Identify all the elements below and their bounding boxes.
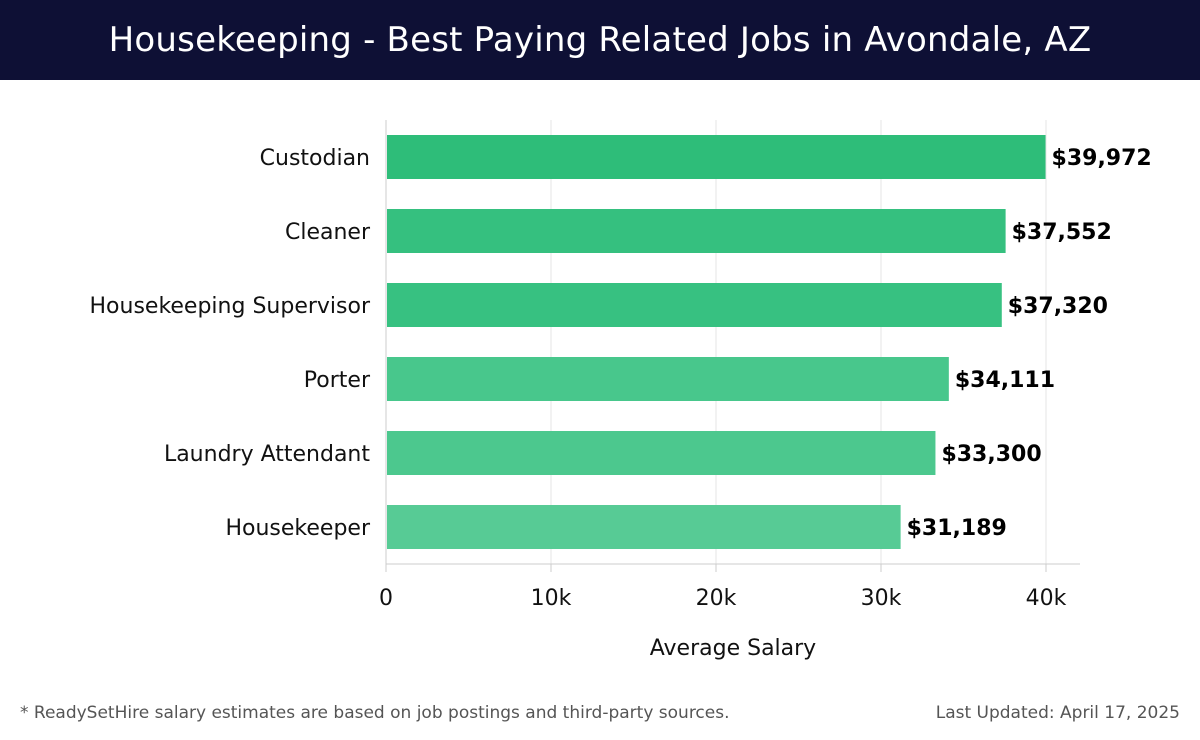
category-label: Custodian bbox=[260, 146, 370, 171]
value-label: $31,189 bbox=[907, 516, 1007, 541]
bar bbox=[387, 505, 901, 549]
bar bbox=[387, 431, 936, 475]
category-label: Laundry Attendant bbox=[164, 442, 370, 467]
x-tick-label: 30k bbox=[861, 586, 902, 611]
chart-title: Housekeeping - Best Paying Related Jobs … bbox=[108, 20, 1092, 60]
bar bbox=[387, 357, 949, 401]
value-label: $37,320 bbox=[1008, 294, 1108, 319]
x-tick-label: 20k bbox=[696, 586, 737, 611]
footer-note: * ReadySetHire salary estimates are base… bbox=[20, 703, 730, 723]
value-label: $34,111 bbox=[955, 368, 1055, 393]
bar-layer bbox=[387, 135, 1046, 549]
bar bbox=[387, 135, 1046, 179]
axis-layer: 0 10k 20k 30k 40k Average Salary bbox=[379, 120, 1080, 661]
value-label: $33,300 bbox=[941, 442, 1041, 467]
grid-layer bbox=[550, 120, 1047, 564]
salary-bar-chart: 0 10k 20k 30k 40k Average Salary Custodian $39… bbox=[90, 120, 1152, 661]
category-label: Cleaner bbox=[285, 220, 371, 245]
category-label: Housekeeping Supervisor bbox=[90, 294, 371, 319]
x-tick-label: 0 bbox=[379, 586, 393, 611]
label-layer: Custodian $39,972 Cleaner $37,552 Housekeepi… bbox=[90, 146, 1152, 541]
value-label: $37,552 bbox=[1012, 220, 1112, 245]
bar bbox=[387, 283, 1002, 327]
category-label: Porter bbox=[304, 368, 371, 393]
x-tick-label: 10k bbox=[531, 586, 572, 611]
chart-header: Housekeeping - Best Paying Related Jobs … bbox=[0, 0, 1200, 80]
x-axis-title: Average Salary bbox=[650, 636, 816, 661]
bar bbox=[387, 209, 1006, 253]
category-label: Housekeeper bbox=[225, 516, 370, 541]
value-label: $39,972 bbox=[1052, 146, 1152, 171]
x-tick-label: 40k bbox=[1026, 586, 1067, 611]
last-updated: Last Updated: April 17, 2025 bbox=[935, 703, 1180, 723]
